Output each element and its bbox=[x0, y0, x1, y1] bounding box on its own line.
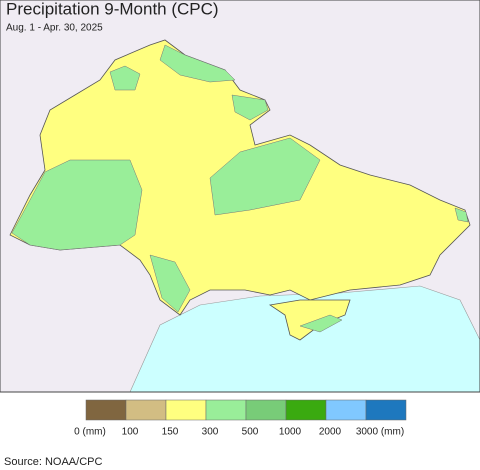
green-area bbox=[454, 207, 469, 223]
legend-label: 500 bbox=[242, 427, 259, 438]
green-area bbox=[109, 65, 141, 91]
legend-label: 3000 (mm) bbox=[356, 427, 404, 438]
legend-label: 2000 bbox=[319, 427, 342, 438]
green-area bbox=[209, 137, 321, 216]
green-area bbox=[159, 44, 236, 83]
green-area bbox=[149, 254, 191, 313]
map-frame bbox=[0, 0, 480, 393]
legend-swatch bbox=[125, 399, 167, 421]
legend-swatch bbox=[245, 399, 287, 421]
legend-swatch bbox=[165, 399, 207, 421]
legend-swatch bbox=[285, 399, 327, 421]
legend-swatch bbox=[85, 399, 127, 421]
legend-label: 100 bbox=[122, 427, 139, 438]
legend-label: 300 bbox=[202, 427, 219, 438]
legend-swatch bbox=[325, 399, 367, 421]
green-areas bbox=[11, 44, 469, 333]
subtitle: Aug. 1 - Apr. 30, 2025 bbox=[6, 23, 103, 34]
legend-label: 0 (mm) bbox=[74, 427, 106, 438]
title: Precipitation 9-Month (CPC) bbox=[6, 0, 219, 18]
green-area bbox=[11, 159, 143, 251]
legend-swatch bbox=[205, 399, 247, 421]
source: Source: NOAA/CPC bbox=[4, 456, 102, 468]
green-area bbox=[299, 314, 343, 333]
legend: 0 (mm) 100 150 300 500 1000 2000 3000 (mm) bbox=[74, 399, 407, 438]
green-area bbox=[231, 94, 269, 121]
legend-swatch bbox=[365, 399, 407, 421]
legend-label: 1000 bbox=[279, 427, 302, 438]
legend-label: 150 bbox=[162, 427, 179, 438]
